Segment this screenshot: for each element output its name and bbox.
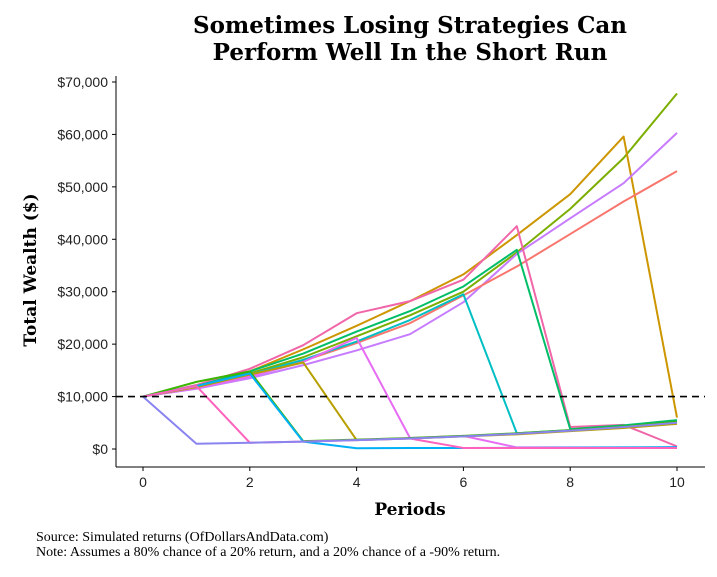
series-line-sim-13 <box>142 395 678 445</box>
chart-title-line-1: Sometimes Losing Strategies Can <box>193 12 627 39</box>
x-axis-label: Periods <box>374 500 445 520</box>
chart-title-line-2: Perform Well In the Short Run <box>213 39 608 66</box>
y-tick-label: $50,000 <box>57 179 108 195</box>
x-tick-label: 6 <box>460 474 468 490</box>
y-tick-label: $60,000 <box>57 126 108 142</box>
x-tick-label: 8 <box>566 474 574 490</box>
series-line-sim-1 <box>142 92 678 398</box>
source-note: Source: Simulated returns (OfDollarsAndD… <box>36 530 329 545</box>
assumption-note: Note: Assumes a 80% chance of a 20% retu… <box>36 545 500 560</box>
series-line-sim-4 <box>142 170 678 398</box>
x-tick-label: 2 <box>246 474 254 490</box>
x-tick-label: 10 <box>669 474 685 490</box>
series-line-sim-2 <box>142 135 678 418</box>
y-axis-label: Total Wealth ($) <box>21 193 41 346</box>
y-tick-label: $30,000 <box>57 284 108 300</box>
y-tick-label: $20,000 <box>57 336 108 352</box>
y-tick-label: $0 <box>92 441 108 457</box>
series-line-sim-3 <box>142 132 678 398</box>
series-line-sim-6 <box>142 248 678 431</box>
y-tick-label: $40,000 <box>57 231 108 247</box>
y-tick-label: $10,000 <box>57 389 108 405</box>
y-tick-label: $70,000 <box>57 74 108 90</box>
series-line-sim-8 <box>142 336 677 449</box>
x-tick-label: 0 <box>139 474 147 490</box>
x-tick-label: 4 <box>353 474 361 490</box>
